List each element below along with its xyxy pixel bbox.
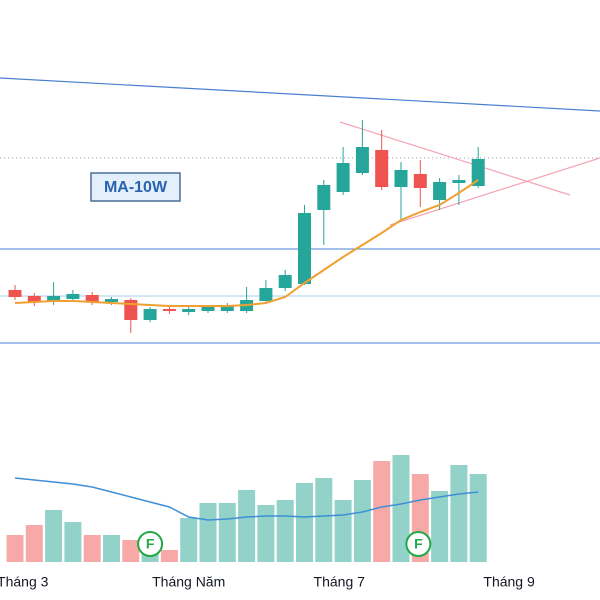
candle-body bbox=[375, 150, 389, 187]
volume-ma-line bbox=[14, 477, 479, 521]
candle-body bbox=[27, 296, 41, 302]
volume-bar bbox=[199, 503, 217, 562]
candle-body bbox=[220, 305, 234, 311]
volume-bar bbox=[296, 483, 313, 562]
candle-body bbox=[105, 299, 118, 302]
volume-bar bbox=[469, 474, 487, 562]
candle-body bbox=[259, 288, 273, 301]
volume-bar bbox=[103, 535, 120, 562]
volume-bar bbox=[431, 491, 449, 562]
candle-body bbox=[336, 163, 350, 192]
volume-bar bbox=[392, 455, 410, 562]
x-tick-label: Tháng 7 bbox=[314, 574, 366, 590]
triangle-line bbox=[389, 157, 600, 226]
volume-bar bbox=[315, 478, 333, 562]
candle-body bbox=[355, 147, 369, 173]
candle-body bbox=[85, 295, 99, 302]
label-box bbox=[90, 172, 181, 202]
triangle-line bbox=[339, 121, 571, 196]
event-marker bbox=[137, 531, 164, 557]
event-label: F bbox=[146, 536, 155, 552]
volume-bar bbox=[122, 540, 140, 562]
candle-body bbox=[201, 307, 215, 311]
candle-body bbox=[47, 296, 61, 302]
event-label: F bbox=[414, 536, 423, 552]
volume-bar bbox=[353, 480, 371, 562]
candle-body bbox=[143, 309, 157, 320]
volume-bar bbox=[373, 461, 391, 562]
volume-bar bbox=[334, 500, 352, 562]
candle-body bbox=[278, 275, 292, 288]
trend-line bbox=[0, 77, 600, 112]
ma-label: MA-10W bbox=[104, 179, 168, 196]
candle-body bbox=[298, 213, 311, 284]
volume-bar bbox=[218, 503, 236, 562]
candle-body bbox=[452, 180, 466, 183]
candle-body bbox=[182, 309, 196, 312]
ma-line bbox=[14, 179, 479, 307]
price-pane bbox=[8, 120, 485, 333]
volume-bar bbox=[450, 465, 468, 562]
volume-bar bbox=[64, 522, 82, 562]
volume-bar bbox=[257, 505, 275, 562]
volume-bar bbox=[6, 535, 24, 562]
x-axis: Tháng 3 Tháng Năm Tháng 7 Tháng 9 bbox=[0, 574, 535, 590]
volume-bar bbox=[276, 500, 294, 562]
candle-body bbox=[317, 185, 331, 210]
x-tick-label: Tháng 9 bbox=[483, 574, 535, 590]
volume-bar bbox=[160, 550, 178, 562]
volume-bar bbox=[180, 518, 198, 562]
event-marker bbox=[405, 531, 432, 557]
candle-body bbox=[433, 182, 447, 200]
x-tick-label: Tháng 3 bbox=[0, 574, 49, 590]
candle-body bbox=[8, 290, 22, 297]
volume-bar bbox=[83, 535, 101, 562]
volume-bar bbox=[238, 490, 256, 562]
x-tick-label: Tháng Năm bbox=[152, 574, 225, 590]
volume-bar bbox=[25, 525, 43, 562]
candle-body bbox=[66, 294, 80, 299]
candle-body bbox=[162, 309, 176, 311]
candle-body bbox=[394, 170, 408, 187]
candle-body bbox=[471, 159, 485, 186]
candle-body bbox=[413, 174, 427, 188]
volume-bar bbox=[45, 510, 63, 562]
